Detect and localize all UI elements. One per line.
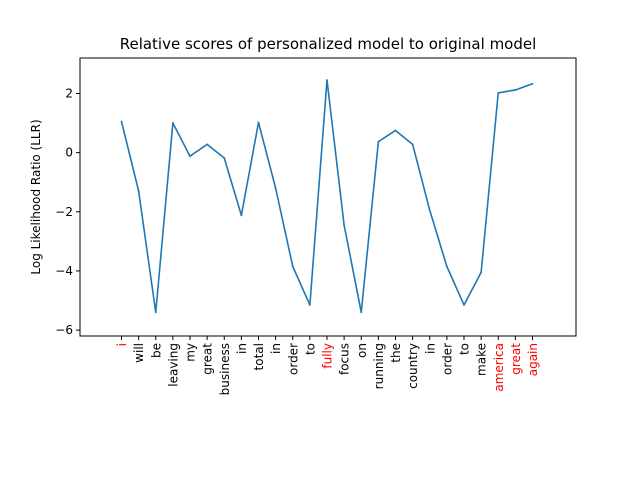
- data-point: [326, 79, 328, 82]
- x-tick-label: be: [149, 343, 163, 358]
- data-point: [308, 304, 311, 306]
- x-tick-label: fully: [321, 343, 335, 369]
- data-point: [463, 304, 465, 306]
- y-axis-label: Log Likelihood Ratio (LLR): [29, 119, 43, 274]
- x-tick-label: in: [235, 343, 249, 354]
- x-tick-label: america: [492, 343, 506, 392]
- data-point: [206, 143, 209, 146]
- data-point: [445, 265, 448, 268]
- x-tick-label: the: [389, 343, 403, 363]
- chart-title: Relative scores of personalized model to…: [120, 35, 537, 53]
- data-point: [480, 271, 483, 274]
- x-tick-label: make: [475, 343, 489, 376]
- x-tick-label: order: [286, 343, 300, 375]
- data-point: [223, 157, 226, 159]
- data-point: [137, 190, 140, 192]
- y-tick-label: −4: [55, 264, 73, 278]
- x-tick-label: again: [526, 343, 540, 376]
- data-point: [531, 82, 534, 85]
- x-tick-label: country: [406, 343, 420, 389]
- data-point: [274, 187, 277, 190]
- data-point: [377, 140, 380, 143]
- y-tick-label: −6: [55, 323, 73, 337]
- x-tick-label: i: [115, 343, 129, 346]
- data-point: [514, 89, 517, 91]
- x-tick-label: to: [303, 343, 317, 355]
- data-point: [257, 121, 260, 124]
- data-point: [171, 122, 174, 124]
- data-point: [428, 209, 431, 212]
- y-tick-label: 2: [65, 86, 73, 100]
- x-tick-label: on: [355, 343, 369, 358]
- x-tick-label: in: [423, 343, 437, 354]
- series-line: [120, 79, 533, 314]
- data-point: [497, 91, 500, 94]
- data-point: [411, 143, 414, 146]
- x-tick-label: focus: [338, 343, 352, 375]
- y-tick-label: 0: [65, 146, 73, 160]
- data-point: [291, 265, 294, 268]
- data-point: [120, 120, 123, 123]
- data-point: [343, 224, 346, 226]
- data-point: [360, 311, 363, 314]
- x-tick-label: business: [218, 343, 232, 395]
- x-tick-label: great: [509, 343, 523, 375]
- x-tick-label: leaving: [166, 343, 180, 387]
- data-point: [394, 129, 397, 132]
- x-tick-label: will: [132, 343, 146, 363]
- x-tick-label: my: [184, 343, 198, 362]
- x-tick-label: total: [252, 343, 266, 370]
- x-tick-label: to: [458, 343, 472, 355]
- x-tick-label: in: [269, 343, 283, 354]
- x-tick-label: great: [201, 343, 215, 375]
- x-tick-label: running: [372, 343, 386, 389]
- plot-frame: [79, 57, 577, 337]
- x-tick-label: order: [440, 343, 454, 375]
- data-point: [154, 311, 157, 314]
- data-point: [189, 155, 191, 158]
- data-point: [240, 214, 243, 217]
- y-tick-label: −2: [55, 205, 73, 219]
